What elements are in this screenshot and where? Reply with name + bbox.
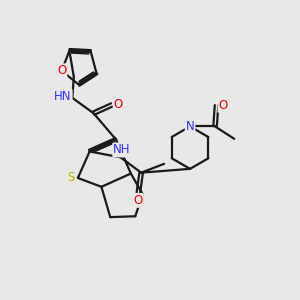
Text: N: N bbox=[186, 120, 194, 133]
Text: S: S bbox=[67, 172, 74, 184]
Text: O: O bbox=[114, 98, 123, 112]
Text: NH: NH bbox=[113, 143, 131, 157]
Text: O: O bbox=[57, 64, 66, 77]
Text: HN: HN bbox=[54, 90, 72, 103]
Text: O: O bbox=[218, 99, 228, 112]
Text: O: O bbox=[134, 194, 143, 207]
